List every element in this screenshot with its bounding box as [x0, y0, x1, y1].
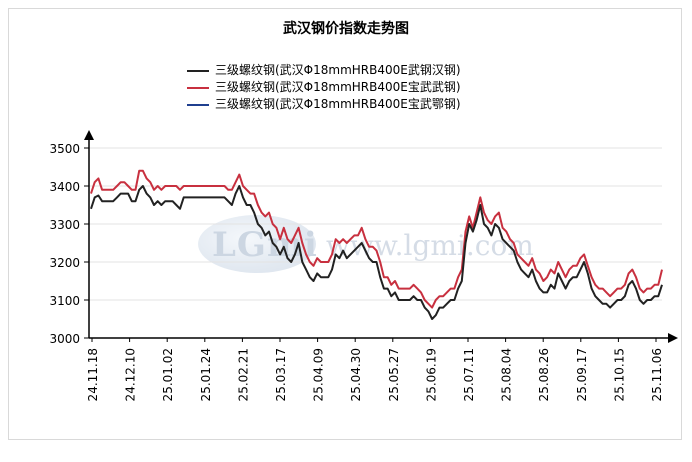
x-axis-arrow [668, 333, 678, 343]
y-tick-label: 3400 [49, 180, 80, 194]
x-tick-label: 25.01.24 [199, 348, 213, 401]
series-line-2 [90, 169, 663, 309]
x-tick-label: 25.11.06 [650, 348, 664, 401]
x-tick-label: 24.11.18 [86, 348, 100, 401]
x-tick-label: 25.06.19 [424, 348, 438, 401]
y-tick-label: 3500 [49, 142, 80, 156]
y-tick-label: 3100 [49, 294, 80, 308]
x-tick-label: 25.10.15 [612, 348, 626, 401]
x-tick-label: 25.01.02 [161, 348, 175, 401]
x-tick-label: 25.07.11 [462, 348, 476, 401]
x-tick-label: 25.04.09 [312, 348, 326, 401]
y-tick-label: 3000 [49, 332, 80, 346]
series-line-1 [90, 185, 663, 320]
chart-title: 武汉钢价指数走势图 [283, 21, 409, 37]
x-tick-label: 25.08.04 [500, 348, 514, 401]
legend-swatch-2 [187, 86, 209, 89]
x-tick-label: 25.02.21 [236, 348, 250, 401]
y-tick-label: 3300 [49, 218, 80, 232]
legend-item: 三级螺纹钢(武汉Φ18mmHRB400E宝武鄂钢) [187, 96, 461, 113]
legend-label-2: 三级螺纹钢(武汉Φ18mmHRB400E宝武武钢) [215, 80, 461, 94]
x-tick-label: 25.05.27 [387, 348, 401, 401]
legend-label-1: 三级螺纹钢(武汉Φ18mmHRB400E武钢汉钢) [215, 63, 461, 77]
legend-swatch-1 [187, 69, 209, 72]
legend-swatch-3 [187, 103, 209, 106]
legend-item: 三级螺纹钢(武汉Φ18mmHRB400E宝武武钢) [187, 79, 461, 96]
x-tick-label: 24.12.10 [124, 348, 138, 401]
x-tick-label: 25.08.26 [537, 348, 551, 401]
y-axis-arrow [84, 130, 94, 140]
x-tick-label: 25.04.30 [349, 348, 363, 401]
x-tick-label: 25.09.17 [575, 348, 589, 401]
legend-label-3: 三级螺纹钢(武汉Φ18mmHRB400E宝武鄂钢) [215, 97, 461, 111]
y-tick-label: 3200 [49, 256, 80, 270]
x-tick-label: 25.03.17 [274, 348, 288, 401]
legend-item: 三级螺纹钢(武汉Φ18mmHRB400E武钢汉钢) [187, 62, 461, 79]
legend: 三级螺纹钢(武汉Φ18mmHRB400E武钢汉钢) 三级螺纹钢(武汉Φ18mmH… [187, 62, 461, 113]
